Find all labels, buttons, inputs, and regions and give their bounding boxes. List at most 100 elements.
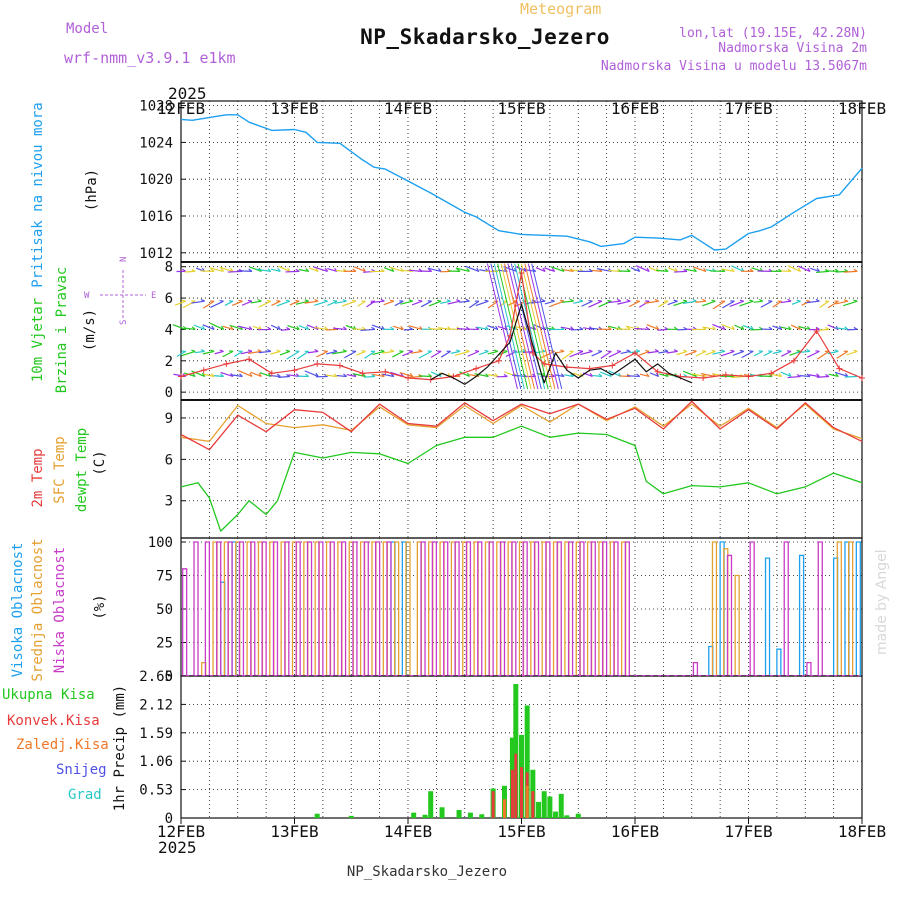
wind-arrowhead: [239, 373, 243, 377]
wind-arrow: [763, 350, 773, 357]
cloud-low-bar: [216, 541, 222, 676]
storm-arrow: [493, 263, 525, 390]
wind-arrow: [248, 350, 262, 355]
cloud-high-bar: [764, 557, 771, 676]
wind-arrow: [210, 300, 224, 308]
wind-arrow: [592, 374, 602, 378]
temp-dewpt-line: [180, 425, 863, 532]
temp-sfc-label: SFC Temp: [52, 436, 68, 503]
wind-arrowhead: [276, 373, 281, 377]
cloud-low-bar: [182, 568, 188, 676]
wind-arrow: [270, 350, 281, 355]
cloud-low-bar: [692, 661, 699, 676]
wind-arrowhead: [248, 326, 253, 330]
footer-title: NP_Skadarsko_Jezero: [347, 864, 507, 880]
wind-arrow: [372, 373, 385, 378]
wind-arrow: [790, 324, 801, 330]
x-tick-label-bottom: 17FEB: [724, 822, 772, 841]
wind-arrowhead: [626, 349, 631, 352]
wind-arrow: [834, 327, 848, 331]
watermark: made by Angel: [874, 549, 890, 655]
wind-arrow: [667, 300, 678, 306]
wind-arrow: [588, 300, 603, 308]
wind-arrowhead: [466, 268, 470, 272]
wind-arrowhead: [333, 349, 338, 352]
wind-arrow: [544, 267, 555, 272]
wind-arrowhead: [305, 268, 310, 272]
wind-arrow: [600, 371, 612, 378]
wind-arrow: [649, 372, 659, 378]
wind-arrowhead: [720, 349, 726, 352]
wind-arrowhead: [645, 349, 650, 352]
wind-arrowhead: [739, 299, 744, 302]
wind-arrow: [214, 375, 224, 378]
wind-arrow: [296, 350, 310, 360]
cloud-low-bar: [238, 541, 245, 676]
gust-marker: [473, 365, 480, 372]
wind-arrow: [172, 324, 186, 330]
wind-arrow: [569, 350, 584, 358]
storm-arrow: [497, 263, 529, 390]
wind-arrowhead: [616, 350, 621, 352]
cloud-low-bar: [579, 541, 585, 676]
wind-arrowhead: [673, 299, 678, 302]
wind-arrow: [295, 300, 309, 305]
gust-marker: [495, 357, 502, 364]
x-axis: 12FEB 12FEB 13FEB 13FEB 14FEB 14FEB 15FEB 15FEB…: [157, 99, 886, 841]
cloud-low-bar: [806, 661, 812, 676]
wind-arrowhead: [381, 373, 385, 377]
wind-arrow: [430, 350, 442, 358]
wind-arrow: [514, 350, 527, 354]
wind-arrow: [647, 350, 659, 354]
wind-arrow: [693, 266, 707, 272]
wind-arrow: [628, 300, 641, 308]
wind-arrow: [516, 326, 527, 331]
wind-arrowhead: [351, 299, 357, 302]
storm-arrow: [503, 263, 535, 390]
wind-arrow: [363, 375, 375, 378]
wind-arrow: [371, 324, 385, 330]
wind-arrow: [683, 300, 697, 304]
temp-2m-label: 2m Temp: [30, 448, 46, 507]
wind-arrow: [394, 300, 404, 307]
wind-arrow: [731, 265, 745, 272]
compass-e: E: [151, 291, 156, 301]
wind-arrowhead: [409, 372, 414, 377]
wind-arrow: [639, 373, 650, 378]
model-name: wrf-nmm_v3.9.1 e1km: [64, 49, 236, 67]
wind-arrow: [278, 375, 290, 379]
wind-arrowhead: [333, 373, 338, 377]
wind-arrowhead: [598, 373, 603, 377]
y-tick-label: 6: [165, 452, 173, 468]
wind-arrowhead: [324, 326, 329, 330]
cloud-low-bar: [783, 541, 789, 676]
coords-label: lon,lat (19.15E, 42.28N): [679, 26, 867, 41]
wind-arrowhead: [305, 373, 310, 377]
wind-arrowhead: [408, 299, 413, 302]
wind-arrow: [447, 300, 461, 305]
wind-arrow: [410, 350, 423, 354]
x-tick-label-top: 12FEB: [157, 99, 205, 118]
rain-total-bar: [564, 815, 570, 818]
gust-marker: [654, 368, 661, 375]
wind-arrow: [684, 350, 697, 356]
y-tick-label: 0.53: [139, 783, 173, 799]
cloud-low-bar: [465, 541, 472, 676]
wind-arrow: [346, 373, 357, 378]
gust-marker: [314, 360, 321, 367]
wind-arrowhead: [702, 298, 707, 302]
wind-arrowhead: [391, 267, 395, 272]
wind-arrowhead: [550, 299, 555, 302]
wind-arrow: [563, 269, 574, 273]
wind-arrowhead: [304, 299, 309, 302]
wind-arrowhead: [408, 350, 413, 352]
wind-arrow: [383, 300, 395, 306]
cloud-low-bar: [545, 541, 551, 676]
wind-arrowhead: [787, 350, 792, 352]
wind-arrow: [402, 350, 413, 357]
wind-arrow: [233, 350, 243, 357]
cloud-mid-bar: [848, 541, 854, 676]
wind-arrowhead: [825, 326, 830, 330]
wind-arrowhead: [807, 267, 811, 272]
